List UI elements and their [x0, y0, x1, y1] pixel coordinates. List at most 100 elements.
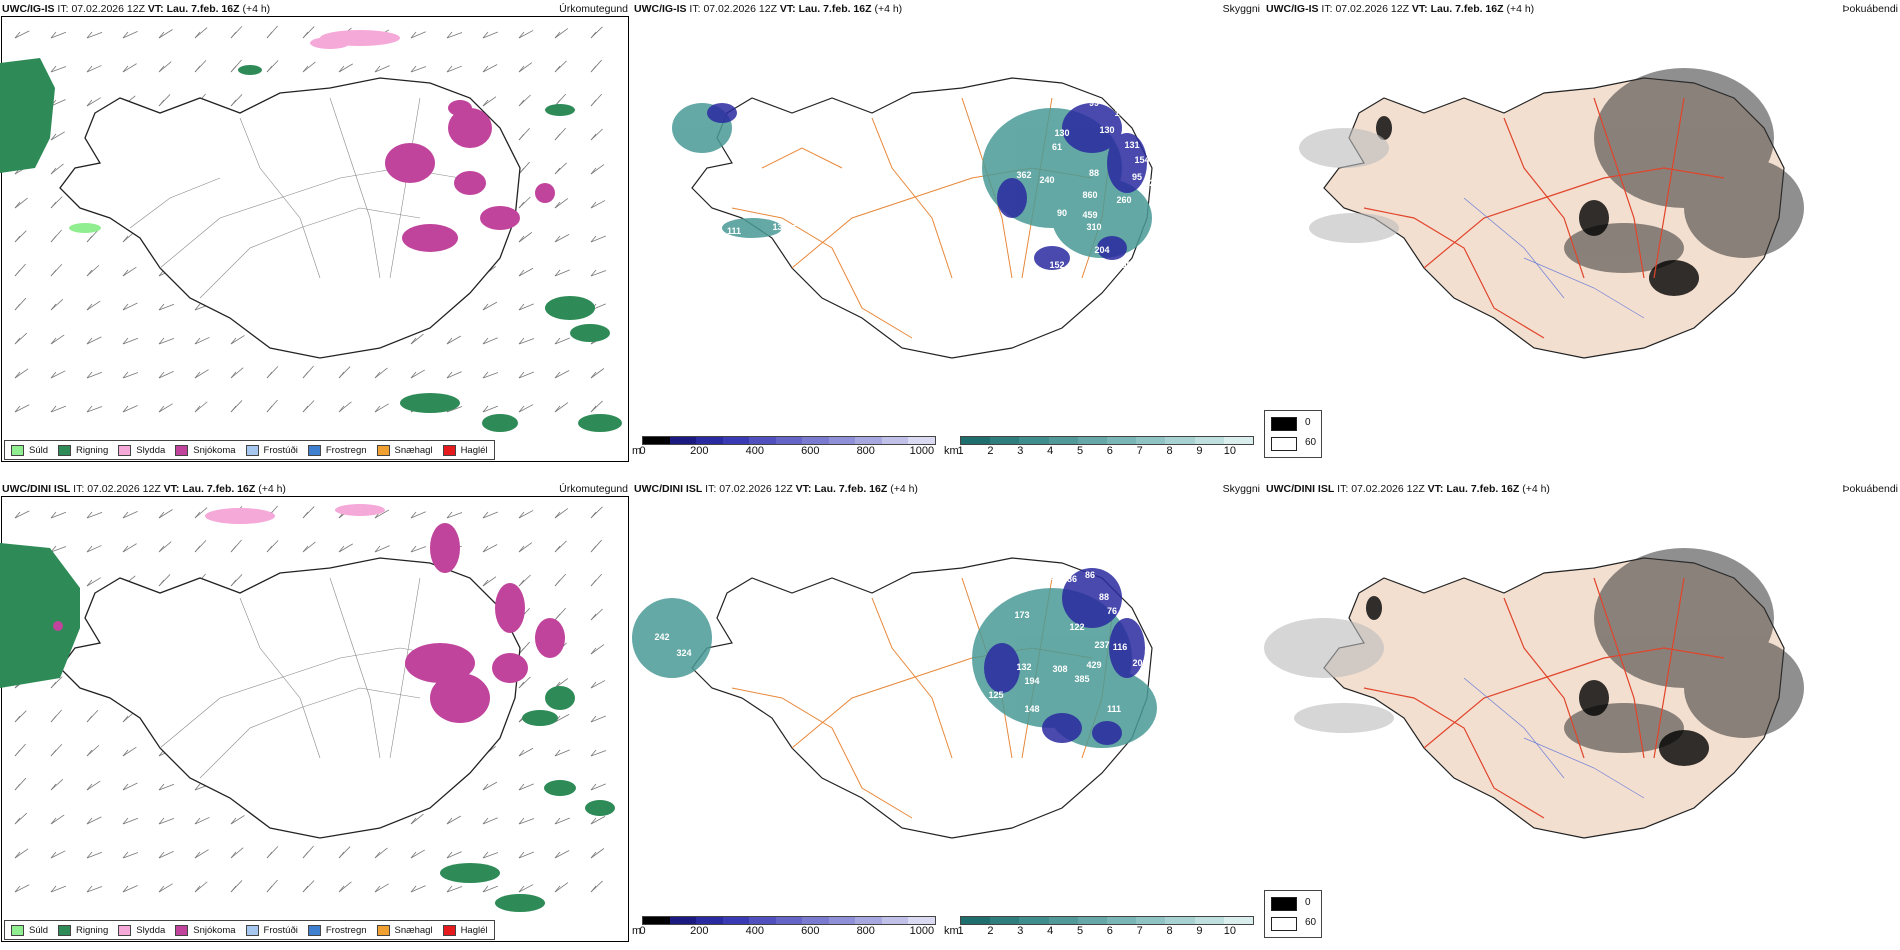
cloud-base-label: 860 — [1082, 190, 1097, 200]
wind-barb-feather — [158, 545, 165, 553]
wind-barb-feather — [194, 371, 201, 379]
wind-barb-feather — [338, 405, 345, 413]
colorbar-segment — [696, 917, 723, 924]
wind-barb-feather — [410, 851, 417, 859]
wind-barb — [554, 370, 570, 379]
wind-barb-feather — [266, 371, 273, 379]
wind-barb-feather — [194, 817, 201, 825]
wind-barb-feather — [590, 31, 597, 39]
colorbar-segment — [1165, 917, 1195, 924]
wind-barb-feather — [590, 783, 597, 791]
colorbar-segment — [1107, 437, 1137, 444]
colorbar-tick-label: 6 — [1106, 925, 1113, 937]
visibility-ticks: 1 2 3 4 5 6 7 8 9 10 — [958, 445, 1252, 457]
wind-barb-feather — [50, 715, 57, 723]
legend-item: Rigning — [58, 924, 108, 936]
precip-type-map — [0, 25, 622, 432]
wind-barb-feather — [122, 851, 129, 859]
wind-barb-feather — [14, 851, 21, 859]
wind-barb-feather — [482, 851, 489, 859]
cloud-base-label: 86 — [1067, 574, 1077, 584]
colorbar-segment — [828, 437, 856, 444]
wind-barb — [50, 31, 67, 39]
wind-barb — [518, 338, 535, 345]
cloud-base-label: 132 — [1016, 662, 1031, 672]
cloud-base-label: 121 — [942, 240, 957, 250]
wind-barb-feather — [590, 511, 597, 519]
wind-barb-feather — [158, 511, 165, 519]
wind-barb-feather — [122, 235, 129, 243]
wind-barb — [50, 850, 66, 859]
precip-type-legend: Súld Rigning Slydda Snjókoma Frostúði Fr… — [4, 920, 495, 940]
wind-barb-feather — [158, 303, 165, 311]
wind-barb-feather — [374, 405, 381, 413]
variable-name: Skyggni — [1222, 483, 1260, 495]
wind-barb — [122, 337, 139, 345]
colorbar-segment — [961, 917, 991, 924]
wind-barb-feather — [590, 749, 597, 757]
wind-barb — [194, 336, 210, 345]
colorbar-segment — [749, 437, 776, 444]
wind-barb — [518, 30, 534, 39]
wind-barb-feather — [194, 65, 201, 73]
wind-barb — [122, 746, 137, 757]
wind-barb-feather — [266, 851, 273, 859]
wind-barb-feather — [50, 405, 57, 413]
wind-barb — [554, 198, 569, 209]
cloud-base-bar — [642, 916, 936, 925]
colorbar-segment — [990, 437, 1020, 444]
wind-barb — [590, 164, 605, 175]
wind-barb — [554, 817, 570, 825]
legend-swatch-hail — [442, 444, 456, 456]
wind-barb-feather — [194, 851, 201, 859]
wind-barb-feather — [86, 545, 93, 553]
wind-barb — [482, 337, 498, 345]
cloud-base-label: 206 — [1072, 548, 1087, 558]
colorbar-tick-label: 10 — [1223, 925, 1236, 937]
wind-barb — [374, 367, 388, 379]
visibility-bar — [960, 436, 1254, 445]
wind-barb — [518, 371, 534, 379]
wind-barb-feather — [50, 371, 57, 379]
wind-barb-feather — [86, 337, 93, 345]
wind-barb — [122, 543, 137, 553]
wind-barb-feather — [590, 405, 597, 413]
wind-barb-feather — [518, 337, 525, 345]
wind-barb-feather — [590, 371, 597, 379]
wind-barb-feather — [50, 749, 57, 757]
visibility-unit: km — [944, 925, 959, 937]
wind-barb-feather — [374, 65, 381, 73]
wind-barb-feather — [302, 405, 309, 413]
wind-barb — [482, 576, 497, 587]
wind-barb-feather — [230, 99, 237, 107]
cloud-base-label: 105 — [1102, 558, 1117, 568]
wind-barb-feather — [482, 405, 489, 413]
legend-swatch-drizzle — [11, 924, 24, 936]
legend-swatch-freezing-drizzle — [245, 444, 259, 456]
wind-barb — [194, 401, 208, 413]
wind-barb — [482, 511, 498, 519]
wind-barb-feather — [518, 133, 525, 141]
wind-barb-feather — [590, 545, 597, 553]
wind-barb-feather — [194, 337, 201, 345]
colorbar-segment — [1107, 917, 1137, 924]
wind-barb — [446, 406, 463, 413]
wind-barb — [50, 334, 65, 345]
cloud-visibility-map: 123 206 159 105 102 86 86 88 76 96 116 1… — [632, 522, 1159, 839]
wind-barb-feather — [122, 65, 129, 73]
wind-barb-feather — [50, 167, 57, 175]
wind-barb-feather — [230, 579, 237, 587]
wind-barb — [446, 512, 463, 519]
wind-barb — [482, 544, 498, 553]
colorbar-tick-label: 4 — [1047, 445, 1054, 457]
wind-barb-feather — [338, 65, 345, 73]
wind-barb — [14, 30, 30, 39]
wind-barb — [446, 851, 462, 859]
wind-barb-feather — [50, 303, 57, 311]
colorbar-segment — [908, 917, 936, 924]
wind-barb-feather — [50, 201, 57, 209]
cloud-base-label: 385 — [1074, 674, 1089, 684]
colorbar-segment — [1048, 437, 1078, 444]
wind-barb — [518, 510, 534, 519]
wind-barb-feather — [50, 885, 57, 893]
